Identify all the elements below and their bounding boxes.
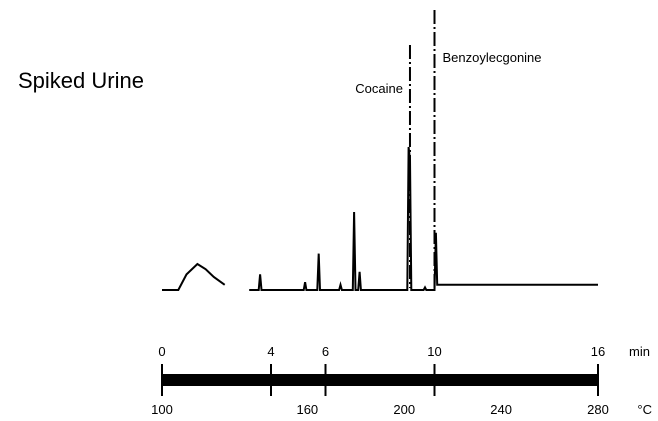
- temp-axis-unit: °C: [637, 402, 652, 417]
- chart-title: Spiked Urine: [18, 68, 144, 93]
- axes-group: 0 4 6 10 16 min 100 160 200 240 280 °C: [151, 344, 652, 417]
- axis-bar: [162, 374, 598, 386]
- time-tick-label-0: 0: [158, 344, 165, 359]
- peak-label-1: Benzoylecgonine: [443, 50, 542, 65]
- peak-markers: Cocaine Benzoylecgonine: [355, 10, 542, 288]
- temp-tick-label-3: 240: [490, 402, 512, 417]
- chromatogram-trace: [162, 146, 598, 291]
- time-tick-label-4: 16: [591, 344, 605, 359]
- time-tick-label-3: 10: [427, 344, 441, 359]
- peak-label-0: Cocaine: [355, 81, 403, 96]
- trace-segment-0: [162, 262, 226, 291]
- temp-tick-label-2: 200: [393, 402, 415, 417]
- temp-tick-label-1: 160: [296, 402, 318, 417]
- time-axis-unit: min: [629, 344, 650, 359]
- temp-tick-label-4: 280: [587, 402, 609, 417]
- temp-tick-label-0: 100: [151, 402, 173, 417]
- time-tick-label-1: 4: [267, 344, 274, 359]
- time-tick-label-2: 6: [322, 344, 329, 359]
- trace-segment-1: [249, 146, 598, 291]
